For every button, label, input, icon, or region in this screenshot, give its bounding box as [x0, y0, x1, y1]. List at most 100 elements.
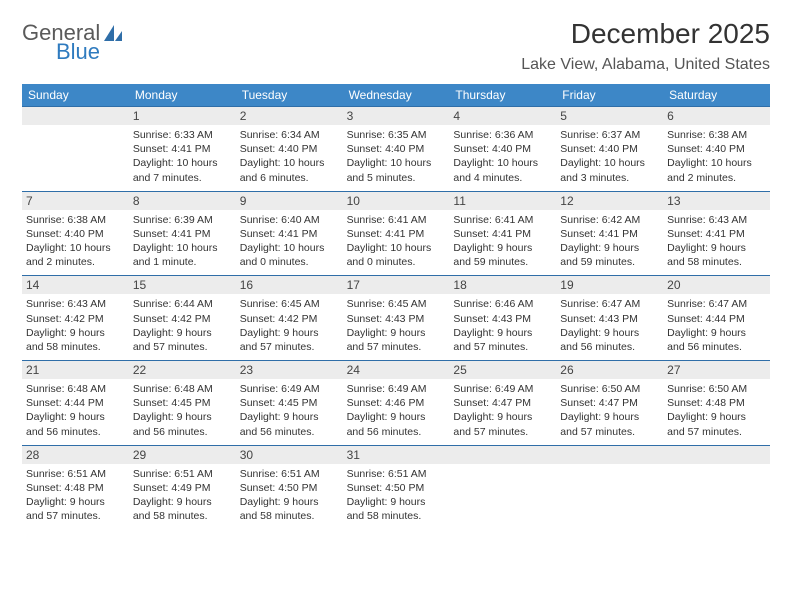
- day-number: 16: [236, 275, 343, 294]
- day-number: [556, 445, 663, 464]
- calendar-cell: 2Sunrise: 6:34 AMSunset: 4:40 PMDaylight…: [236, 106, 343, 191]
- calendar-cell: 16Sunrise: 6:45 AMSunset: 4:42 PMDayligh…: [236, 275, 343, 360]
- day-number: 12: [556, 191, 663, 210]
- day-number: 5: [556, 106, 663, 125]
- day-number: 8: [129, 191, 236, 210]
- calendar-cell: 6Sunrise: 6:38 AMSunset: 4:40 PMDaylight…: [663, 106, 770, 191]
- brand-line2: Blue: [56, 41, 100, 63]
- calendar-cell: 5Sunrise: 6:37 AMSunset: 4:40 PMDaylight…: [556, 106, 663, 191]
- calendar-cell: 17Sunrise: 6:45 AMSunset: 4:43 PMDayligh…: [343, 275, 450, 360]
- day-number: 19: [556, 275, 663, 294]
- calendar-cell: 22Sunrise: 6:48 AMSunset: 4:45 PMDayligh…: [129, 360, 236, 445]
- calendar-cell: 15Sunrise: 6:44 AMSunset: 4:42 PMDayligh…: [129, 275, 236, 360]
- day-number: 25: [449, 360, 556, 379]
- day-number: 13: [663, 191, 770, 210]
- brand-logo: General Blue: [22, 22, 124, 63]
- day-number: [449, 445, 556, 464]
- calendar-cell: [556, 445, 663, 530]
- calendar-cell: 7Sunrise: 6:38 AMSunset: 4:40 PMDaylight…: [22, 191, 129, 276]
- calendar-grid: SundayMondayTuesdayWednesdayThursdayFrid…: [22, 84, 770, 529]
- location-text: Lake View, Alabama, United States: [521, 56, 770, 74]
- day-number: 23: [236, 360, 343, 379]
- day-number: 15: [129, 275, 236, 294]
- day-number: 1: [129, 106, 236, 125]
- calendar-cell: 13Sunrise: 6:43 AMSunset: 4:41 PMDayligh…: [663, 191, 770, 276]
- day-number: 11: [449, 191, 556, 210]
- day-number: 4: [449, 106, 556, 125]
- day-info: Sunrise: 6:49 AMSunset: 4:45 PMDaylight:…: [240, 379, 339, 439]
- day-info: Sunrise: 6:47 AMSunset: 4:44 PMDaylight:…: [667, 294, 766, 354]
- day-info: Sunrise: 6:51 AMSunset: 4:48 PMDaylight:…: [26, 464, 125, 524]
- day-info: Sunrise: 6:47 AMSunset: 4:43 PMDaylight:…: [560, 294, 659, 354]
- day-number: 18: [449, 275, 556, 294]
- calendar-cell: 8Sunrise: 6:39 AMSunset: 4:41 PMDaylight…: [129, 191, 236, 276]
- weekday-header: Tuesday: [236, 84, 343, 106]
- calendar-cell: 19Sunrise: 6:47 AMSunset: 4:43 PMDayligh…: [556, 275, 663, 360]
- brand-sail-icon: [102, 23, 124, 50]
- calendar-cell: 3Sunrise: 6:35 AMSunset: 4:40 PMDaylight…: [343, 106, 450, 191]
- calendar-cell: 20Sunrise: 6:47 AMSunset: 4:44 PMDayligh…: [663, 275, 770, 360]
- weekday-header: Friday: [556, 84, 663, 106]
- calendar-cell: 12Sunrise: 6:42 AMSunset: 4:41 PMDayligh…: [556, 191, 663, 276]
- day-info: Sunrise: 6:49 AMSunset: 4:46 PMDaylight:…: [347, 379, 446, 439]
- weekday-header: Wednesday: [343, 84, 450, 106]
- calendar-cell: 25Sunrise: 6:49 AMSunset: 4:47 PMDayligh…: [449, 360, 556, 445]
- day-info: Sunrise: 6:40 AMSunset: 4:41 PMDaylight:…: [240, 210, 339, 270]
- day-number: 27: [663, 360, 770, 379]
- calendar-cell: 26Sunrise: 6:50 AMSunset: 4:47 PMDayligh…: [556, 360, 663, 445]
- calendar-cell: 18Sunrise: 6:46 AMSunset: 4:43 PMDayligh…: [449, 275, 556, 360]
- calendar-cell: 4Sunrise: 6:36 AMSunset: 4:40 PMDaylight…: [449, 106, 556, 191]
- day-info: Sunrise: 6:51 AMSunset: 4:49 PMDaylight:…: [133, 464, 232, 524]
- calendar-cell: 9Sunrise: 6:40 AMSunset: 4:41 PMDaylight…: [236, 191, 343, 276]
- day-number: 7: [22, 191, 129, 210]
- calendar-cell: 11Sunrise: 6:41 AMSunset: 4:41 PMDayligh…: [449, 191, 556, 276]
- calendar-cell: 31Sunrise: 6:51 AMSunset: 4:50 PMDayligh…: [343, 445, 450, 530]
- day-info: Sunrise: 6:48 AMSunset: 4:44 PMDaylight:…: [26, 379, 125, 439]
- day-number: 20: [663, 275, 770, 294]
- day-info: Sunrise: 6:44 AMSunset: 4:42 PMDaylight:…: [133, 294, 232, 354]
- day-info: Sunrise: 6:43 AMSunset: 4:42 PMDaylight:…: [26, 294, 125, 354]
- day-info: Sunrise: 6:42 AMSunset: 4:41 PMDaylight:…: [560, 210, 659, 270]
- month-title: December 2025: [521, 18, 770, 50]
- day-number: 21: [22, 360, 129, 379]
- day-number: 10: [343, 191, 450, 210]
- day-number: 9: [236, 191, 343, 210]
- calendar-cell: 30Sunrise: 6:51 AMSunset: 4:50 PMDayligh…: [236, 445, 343, 530]
- day-info: Sunrise: 6:48 AMSunset: 4:45 PMDaylight:…: [133, 379, 232, 439]
- weekday-header: Sunday: [22, 84, 129, 106]
- day-info: Sunrise: 6:45 AMSunset: 4:43 PMDaylight:…: [347, 294, 446, 354]
- weekday-header: Thursday: [449, 84, 556, 106]
- day-info: Sunrise: 6:38 AMSunset: 4:40 PMDaylight:…: [667, 125, 766, 185]
- calendar-cell: 24Sunrise: 6:49 AMSunset: 4:46 PMDayligh…: [343, 360, 450, 445]
- day-info: Sunrise: 6:46 AMSunset: 4:43 PMDaylight:…: [453, 294, 552, 354]
- day-info: Sunrise: 6:39 AMSunset: 4:41 PMDaylight:…: [133, 210, 232, 270]
- day-number: 24: [343, 360, 450, 379]
- calendar-cell: [22, 106, 129, 191]
- calendar-cell: 23Sunrise: 6:49 AMSunset: 4:45 PMDayligh…: [236, 360, 343, 445]
- calendar-cell: 1Sunrise: 6:33 AMSunset: 4:41 PMDaylight…: [129, 106, 236, 191]
- calendar-cell: 21Sunrise: 6:48 AMSunset: 4:44 PMDayligh…: [22, 360, 129, 445]
- calendar-cell: 28Sunrise: 6:51 AMSunset: 4:48 PMDayligh…: [22, 445, 129, 530]
- day-number: 30: [236, 445, 343, 464]
- day-info: Sunrise: 6:34 AMSunset: 4:40 PMDaylight:…: [240, 125, 339, 185]
- weekday-header: Monday: [129, 84, 236, 106]
- calendar-cell: 10Sunrise: 6:41 AMSunset: 4:41 PMDayligh…: [343, 191, 450, 276]
- day-info: Sunrise: 6:51 AMSunset: 4:50 PMDaylight:…: [347, 464, 446, 524]
- calendar-cell: 27Sunrise: 6:50 AMSunset: 4:48 PMDayligh…: [663, 360, 770, 445]
- day-info: Sunrise: 6:50 AMSunset: 4:47 PMDaylight:…: [560, 379, 659, 439]
- calendar-cell: 14Sunrise: 6:43 AMSunset: 4:42 PMDayligh…: [22, 275, 129, 360]
- day-info: Sunrise: 6:45 AMSunset: 4:42 PMDaylight:…: [240, 294, 339, 354]
- day-info: Sunrise: 6:38 AMSunset: 4:40 PMDaylight:…: [26, 210, 125, 270]
- day-number: 26: [556, 360, 663, 379]
- day-info: Sunrise: 6:50 AMSunset: 4:48 PMDaylight:…: [667, 379, 766, 439]
- day-number: 17: [343, 275, 450, 294]
- day-info: Sunrise: 6:41 AMSunset: 4:41 PMDaylight:…: [453, 210, 552, 270]
- day-info: Sunrise: 6:33 AMSunset: 4:41 PMDaylight:…: [133, 125, 232, 185]
- weekday-header: Saturday: [663, 84, 770, 106]
- day-info: Sunrise: 6:37 AMSunset: 4:40 PMDaylight:…: [560, 125, 659, 185]
- day-number: 14: [22, 275, 129, 294]
- calendar-cell: [449, 445, 556, 530]
- day-number: [22, 106, 129, 125]
- day-number: 6: [663, 106, 770, 125]
- day-info: Sunrise: 6:51 AMSunset: 4:50 PMDaylight:…: [240, 464, 339, 524]
